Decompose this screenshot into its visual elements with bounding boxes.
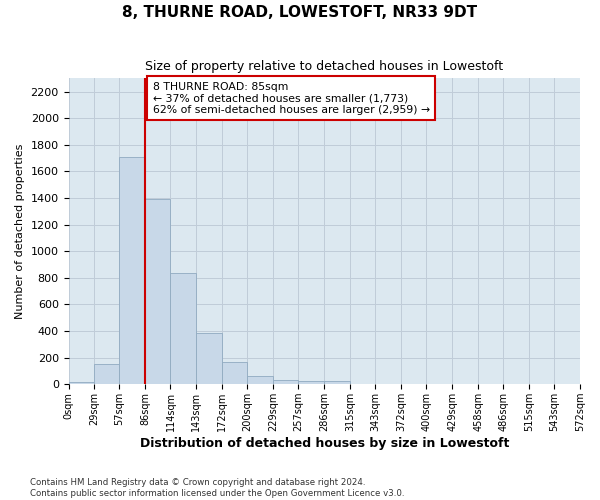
Text: 8 THURNE ROAD: 85sqm
← 37% of detached houses are smaller (1,773)
62% of semi-de: 8 THURNE ROAD: 85sqm ← 37% of detached h… bbox=[152, 82, 430, 115]
Bar bbox=[196, 333, 223, 384]
Bar bbox=[94, 364, 119, 384]
X-axis label: Distribution of detached houses by size in Lowestoft: Distribution of detached houses by size … bbox=[140, 437, 509, 450]
Bar bbox=[145, 200, 170, 384]
Y-axis label: Number of detached properties: Number of detached properties bbox=[15, 144, 25, 319]
Bar bbox=[68, 382, 94, 384]
Text: Contains HM Land Registry data © Crown copyright and database right 2024.
Contai: Contains HM Land Registry data © Crown c… bbox=[30, 478, 404, 498]
Bar bbox=[223, 362, 247, 384]
Bar bbox=[298, 381, 324, 384]
Bar bbox=[119, 157, 145, 384]
Bar bbox=[273, 380, 298, 384]
Text: 8, THURNE ROAD, LOWESTOFT, NR33 9DT: 8, THURNE ROAD, LOWESTOFT, NR33 9DT bbox=[122, 5, 478, 20]
Title: Size of property relative to detached houses in Lowestoft: Size of property relative to detached ho… bbox=[145, 60, 503, 73]
Bar bbox=[170, 273, 196, 384]
Bar bbox=[324, 380, 350, 384]
Bar bbox=[247, 376, 273, 384]
